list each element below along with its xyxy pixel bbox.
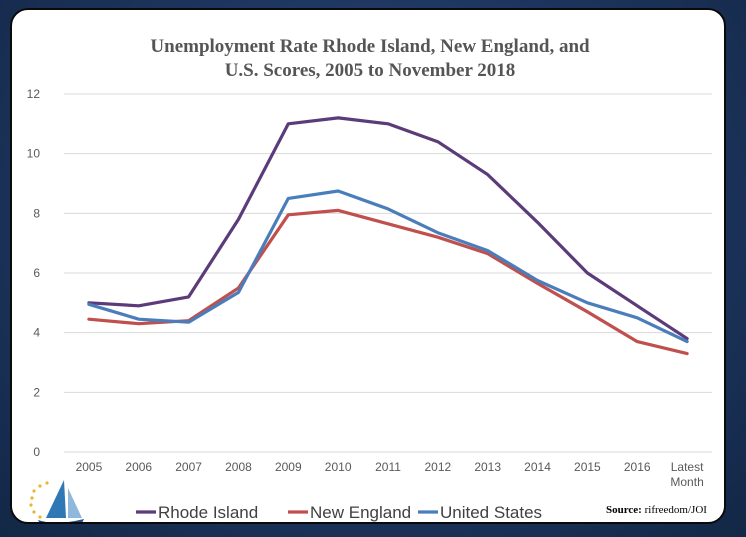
x-tick-label: 2008 (225, 460, 252, 474)
legend: Rhode Island New England United States (136, 503, 542, 522)
chart: Unemployment Rate Rhode Island, New Engl… (27, 36, 712, 522)
chart-title-line1: Unemployment Rate Rhode Island, New Engl… (150, 36, 590, 57)
series-lines (87, 116, 689, 356)
y-tick-label: 2 (33, 385, 40, 399)
y-tick-label: 4 (33, 326, 40, 340)
chart-title-line2: U.S. Scores, 2005 to November 2018 (225, 60, 516, 81)
grid-lines (64, 93, 712, 453)
legend-label: New England (310, 503, 411, 522)
x-tick-label: 2007 (175, 460, 202, 474)
source-note: Source: rifreedom/JOI (606, 504, 707, 516)
y-tick-label: 6 (33, 266, 40, 280)
y-tick-label: 8 (33, 206, 40, 220)
sailboat-logo-icon (29, 480, 84, 522)
x-tick-label: 2016 (624, 460, 651, 474)
x-tick-label: 2011 (375, 460, 401, 474)
x-tick-label: 2014 (524, 460, 551, 474)
series-line-united-states (87, 189, 689, 344)
x-tick-label: 2006 (125, 460, 152, 474)
x-axis-ticks: 2005 2006 2007 2008 2009 2010 2011 2012 2013 2014… (76, 460, 705, 489)
series-line-rhode-island (87, 116, 689, 341)
y-axis-ticks: 0 2 4 6 8 10 12 (27, 87, 41, 459)
x-tick-label: 2012 (424, 460, 451, 474)
y-tick-label: 10 (27, 147, 41, 161)
x-tick-label: 2009 (275, 460, 302, 474)
chart-frame: Unemployment Rate Rhode Island, New Engl… (10, 8, 726, 524)
source-label: Source: (606, 504, 642, 516)
x-tick-label: 2005 (76, 460, 103, 474)
y-tick-label: 12 (27, 87, 41, 101)
x-tick-label: Latest Month (670, 460, 704, 489)
y-tick-label: 0 (33, 445, 40, 459)
series-line-new-england (87, 208, 689, 356)
x-tick-label: 2015 (574, 460, 601, 474)
legend-label: Rhode Island (158, 503, 258, 522)
legend-label: United States (440, 503, 542, 522)
x-tick-label: 2010 (325, 460, 352, 474)
source-text: rifreedom/JOI (645, 504, 708, 516)
x-tick-label: 2013 (474, 460, 501, 474)
